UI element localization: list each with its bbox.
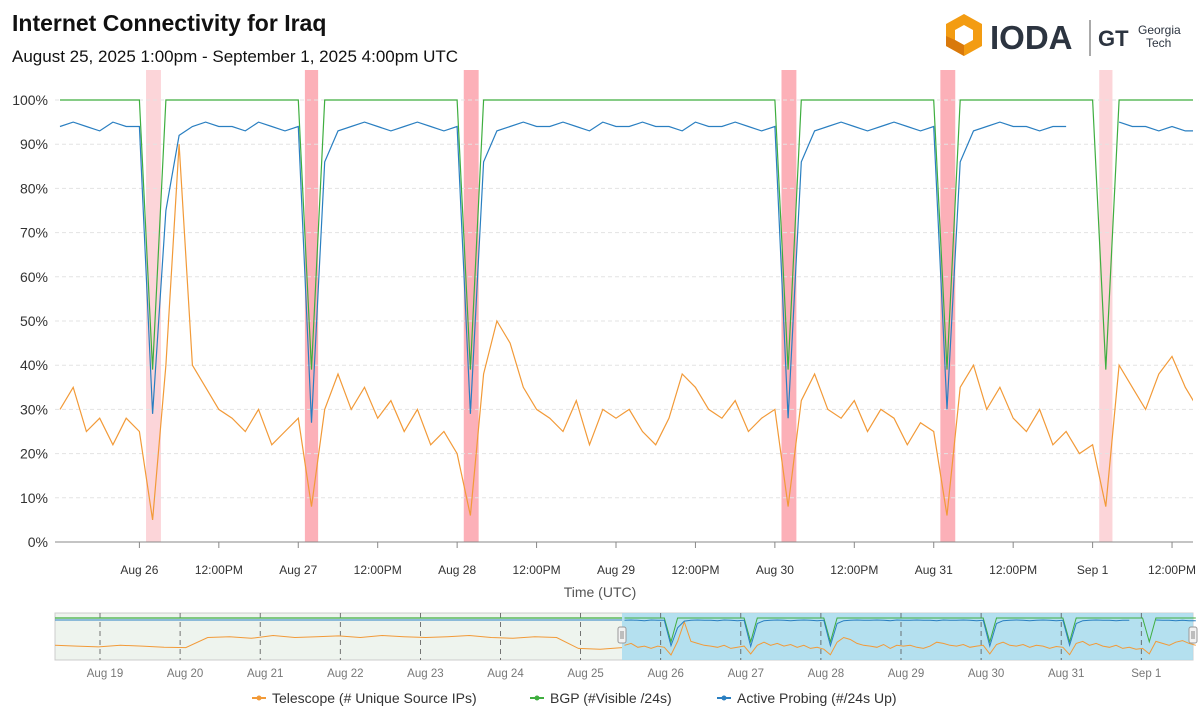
svg-text:Georgia: Georgia bbox=[1138, 23, 1181, 37]
y-tick-label: 40% bbox=[20, 357, 48, 373]
navigator-tick-label: Aug 21 bbox=[247, 668, 283, 680]
navigator-tick-label: Aug 27 bbox=[728, 668, 764, 680]
y-tick-label: 0% bbox=[28, 534, 48, 550]
navigator-tick-label: Aug 31 bbox=[1048, 668, 1084, 680]
navigator-tick-label: Aug 29 bbox=[888, 668, 924, 680]
outage-band-5[interactable] bbox=[1099, 70, 1113, 542]
navigator-tick-label: Aug 30 bbox=[968, 668, 1004, 680]
navigator-tick-label: Sep 1 bbox=[1131, 668, 1161, 680]
navigator-handle-right[interactable] bbox=[1188, 626, 1198, 644]
x-tick-label: Aug 29 bbox=[597, 563, 635, 577]
x-axis-label: Time (UTC) bbox=[564, 584, 637, 600]
x-tick-label: Aug 30 bbox=[756, 563, 794, 577]
x-tick-label: Sep 1 bbox=[1077, 563, 1109, 577]
y-tick-label: 60% bbox=[20, 269, 48, 285]
x-tick-label: Aug 31 bbox=[915, 563, 953, 577]
navigator[interactable]: Aug 19 Aug 20 Aug 21 Aug 22 Aug 23 Aug 24 Aug … bbox=[54, 612, 1198, 680]
gt-monogram: GT bbox=[1098, 26, 1129, 51]
legend-label: BGP (#Visible /24s) bbox=[550, 690, 672, 706]
legend-label: Telescope (# Unique Source IPs) bbox=[272, 690, 477, 706]
y-tick-label: 100% bbox=[12, 92, 48, 108]
date-range-subtitle: August 25, 2025 1:00pm - September 1, 20… bbox=[12, 47, 459, 66]
x-tick-label: Aug 26 bbox=[120, 563, 158, 577]
navigator-series-line bbox=[624, 619, 1196, 649]
navigator-telescope-history bbox=[54, 634, 623, 650]
y-tick-label: 90% bbox=[20, 136, 48, 152]
x-tick-label: 12:00PM bbox=[195, 563, 243, 577]
y-tick-label: 50% bbox=[20, 313, 48, 329]
x-tick-label: Aug 28 bbox=[438, 563, 476, 577]
y-tick-label: 80% bbox=[20, 180, 48, 196]
x-tick-label: 12:00PM bbox=[1148, 563, 1196, 577]
outage-band-2[interactable] bbox=[463, 70, 479, 542]
navigator-tick-label: Aug 26 bbox=[647, 668, 683, 680]
navigator-handle-left[interactable] bbox=[617, 626, 627, 644]
x-tick-label: 12:00PM bbox=[830, 563, 878, 577]
y-tick-label: 20% bbox=[20, 446, 48, 462]
navigator-tick-label: Aug 20 bbox=[167, 668, 203, 680]
series-line-active-probing[interactable] bbox=[59, 121, 1199, 423]
navigator-tick-label: Aug 28 bbox=[808, 668, 844, 680]
navigator-series-line bbox=[624, 617, 1196, 644]
navigator-tick-label: Aug 25 bbox=[567, 668, 603, 680]
series-line-telescope[interactable] bbox=[59, 144, 1199, 520]
y-tick-label: 10% bbox=[20, 490, 48, 506]
navigator-tick-label: Aug 19 bbox=[87, 668, 123, 680]
ioda-georgia-tech-logo: IODA GT Georgia Tech bbox=[946, 14, 1181, 56]
x-tick-label: Aug 27 bbox=[279, 563, 317, 577]
legend-item-active-probing[interactable]: Active Probing (#/24s Up) bbox=[717, 690, 897, 706]
x-tick-label: 12:00PM bbox=[354, 563, 402, 577]
x-tick-label: 12:00PM bbox=[513, 563, 561, 577]
page-title: Internet Connectivity for Iraq bbox=[12, 10, 327, 36]
y-tick-label: 30% bbox=[20, 401, 48, 417]
navigator-tick-label: Aug 24 bbox=[487, 668, 524, 680]
navigator-series-line bbox=[624, 620, 1196, 656]
legend-label: Active Probing (#/24s Up) bbox=[737, 690, 897, 706]
x-tick-label: 12:00PM bbox=[671, 563, 719, 577]
svg-text:Tech: Tech bbox=[1146, 36, 1171, 50]
legend-item-telescope[interactable]: Telescope (# Unique Source IPs) bbox=[252, 690, 477, 706]
legend-item-bgp[interactable]: BGP (#Visible /24s) bbox=[530, 690, 672, 706]
navigator-tick-label: Aug 23 bbox=[407, 668, 443, 680]
y-tick-label: 70% bbox=[20, 225, 48, 241]
x-tick-label: 12:00PM bbox=[989, 563, 1037, 577]
ioda-wordmark: IODA bbox=[990, 19, 1073, 56]
navigator-tick-label: Aug 22 bbox=[327, 668, 363, 680]
outage-band-0[interactable] bbox=[146, 70, 161, 542]
series-line-bgp[interactable] bbox=[60, 99, 1199, 370]
